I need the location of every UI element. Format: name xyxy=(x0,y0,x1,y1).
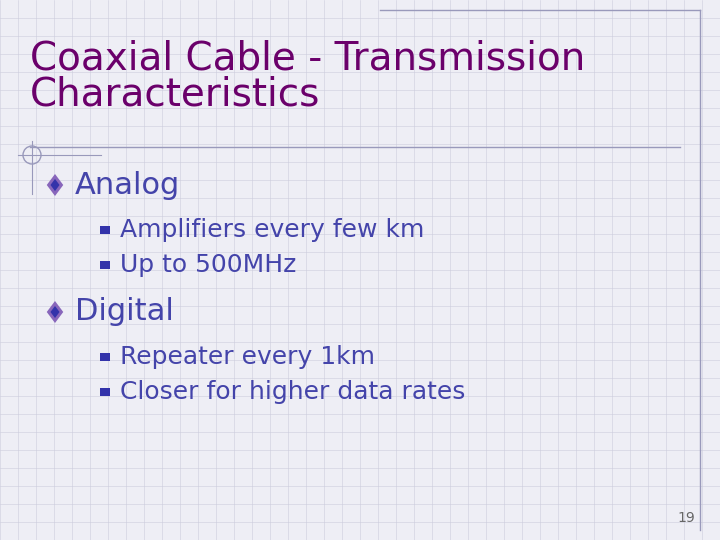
Text: Repeater every 1km: Repeater every 1km xyxy=(120,345,375,369)
Text: 19: 19 xyxy=(678,511,695,525)
Text: Amplifiers every few km: Amplifiers every few km xyxy=(120,218,424,242)
Polygon shape xyxy=(100,261,110,269)
Polygon shape xyxy=(47,301,63,323)
Text: Up to 500MHz: Up to 500MHz xyxy=(120,253,297,277)
Polygon shape xyxy=(50,306,60,318)
Text: Closer for higher data rates: Closer for higher data rates xyxy=(120,380,465,404)
Text: Analog: Analog xyxy=(75,171,180,199)
Text: Characteristics: Characteristics xyxy=(30,75,320,113)
Text: Digital: Digital xyxy=(75,298,174,327)
Text: Coaxial Cable - Transmission: Coaxial Cable - Transmission xyxy=(30,40,585,78)
Polygon shape xyxy=(50,179,60,191)
Polygon shape xyxy=(100,226,110,234)
Polygon shape xyxy=(100,388,110,396)
Polygon shape xyxy=(47,174,63,196)
Polygon shape xyxy=(100,353,110,361)
